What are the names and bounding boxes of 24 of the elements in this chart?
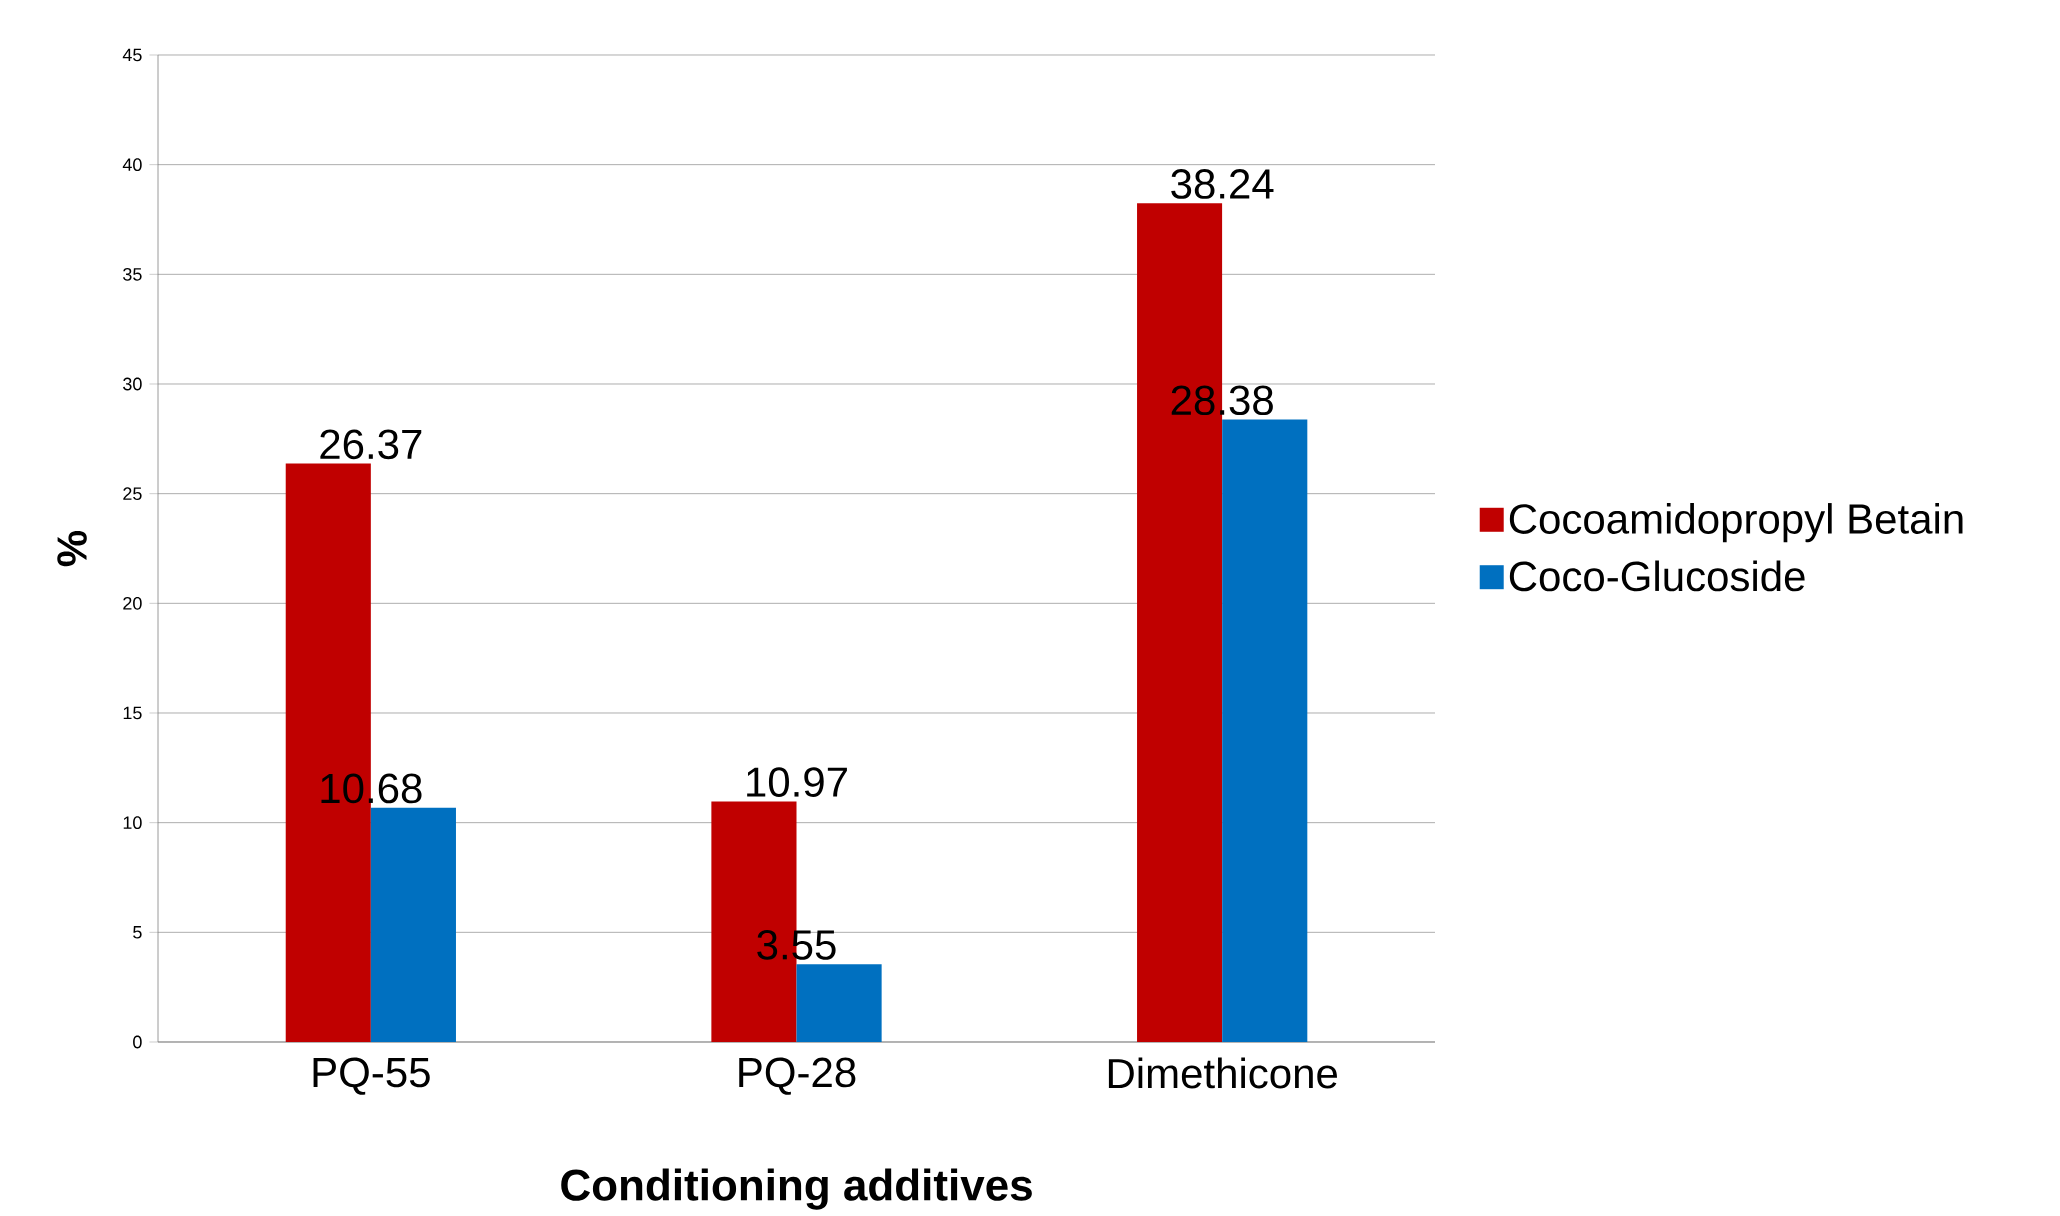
data-label: 38.24 [1171, 169, 1274, 199]
y-tick-label: 35 [123, 267, 142, 281]
y-tick-label: 0 [133, 1035, 142, 1049]
x-tick-label: PQ-55 [313, 1057, 430, 1095]
y-tick-label: 30 [123, 377, 142, 391]
y-tick-label: 45 [122, 48, 142, 62]
x-tick-label: Dimethicone [1108, 1057, 1337, 1089]
y-tick-label: 25 [123, 487, 142, 501]
y-tick-label: 20 [123, 596, 142, 610]
y-tick-label: 40 [122, 158, 142, 172]
legend-label: Coco-Glucoside [1509, 560, 1805, 592]
y-tick-label: 15 [123, 706, 142, 720]
data-label: 3.55 [757, 930, 836, 960]
data-label: 10.97 [747, 767, 847, 797]
legend-label: Cocoamidopropyl Betain [1509, 503, 1963, 543]
bar [796, 964, 882, 1042]
x-axis-title: Conditioning additives [561, 1168, 1032, 1210]
x-tick-label: PQ-28 [739, 1057, 856, 1095]
data-label: 26.37 [320, 429, 422, 460]
bar [370, 807, 456, 1042]
y-tick-label: 10 [123, 816, 142, 830]
bar [1222, 419, 1308, 1042]
y-axis-title: % [57, 530, 87, 567]
y-tick-label: 5 [133, 926, 142, 939]
